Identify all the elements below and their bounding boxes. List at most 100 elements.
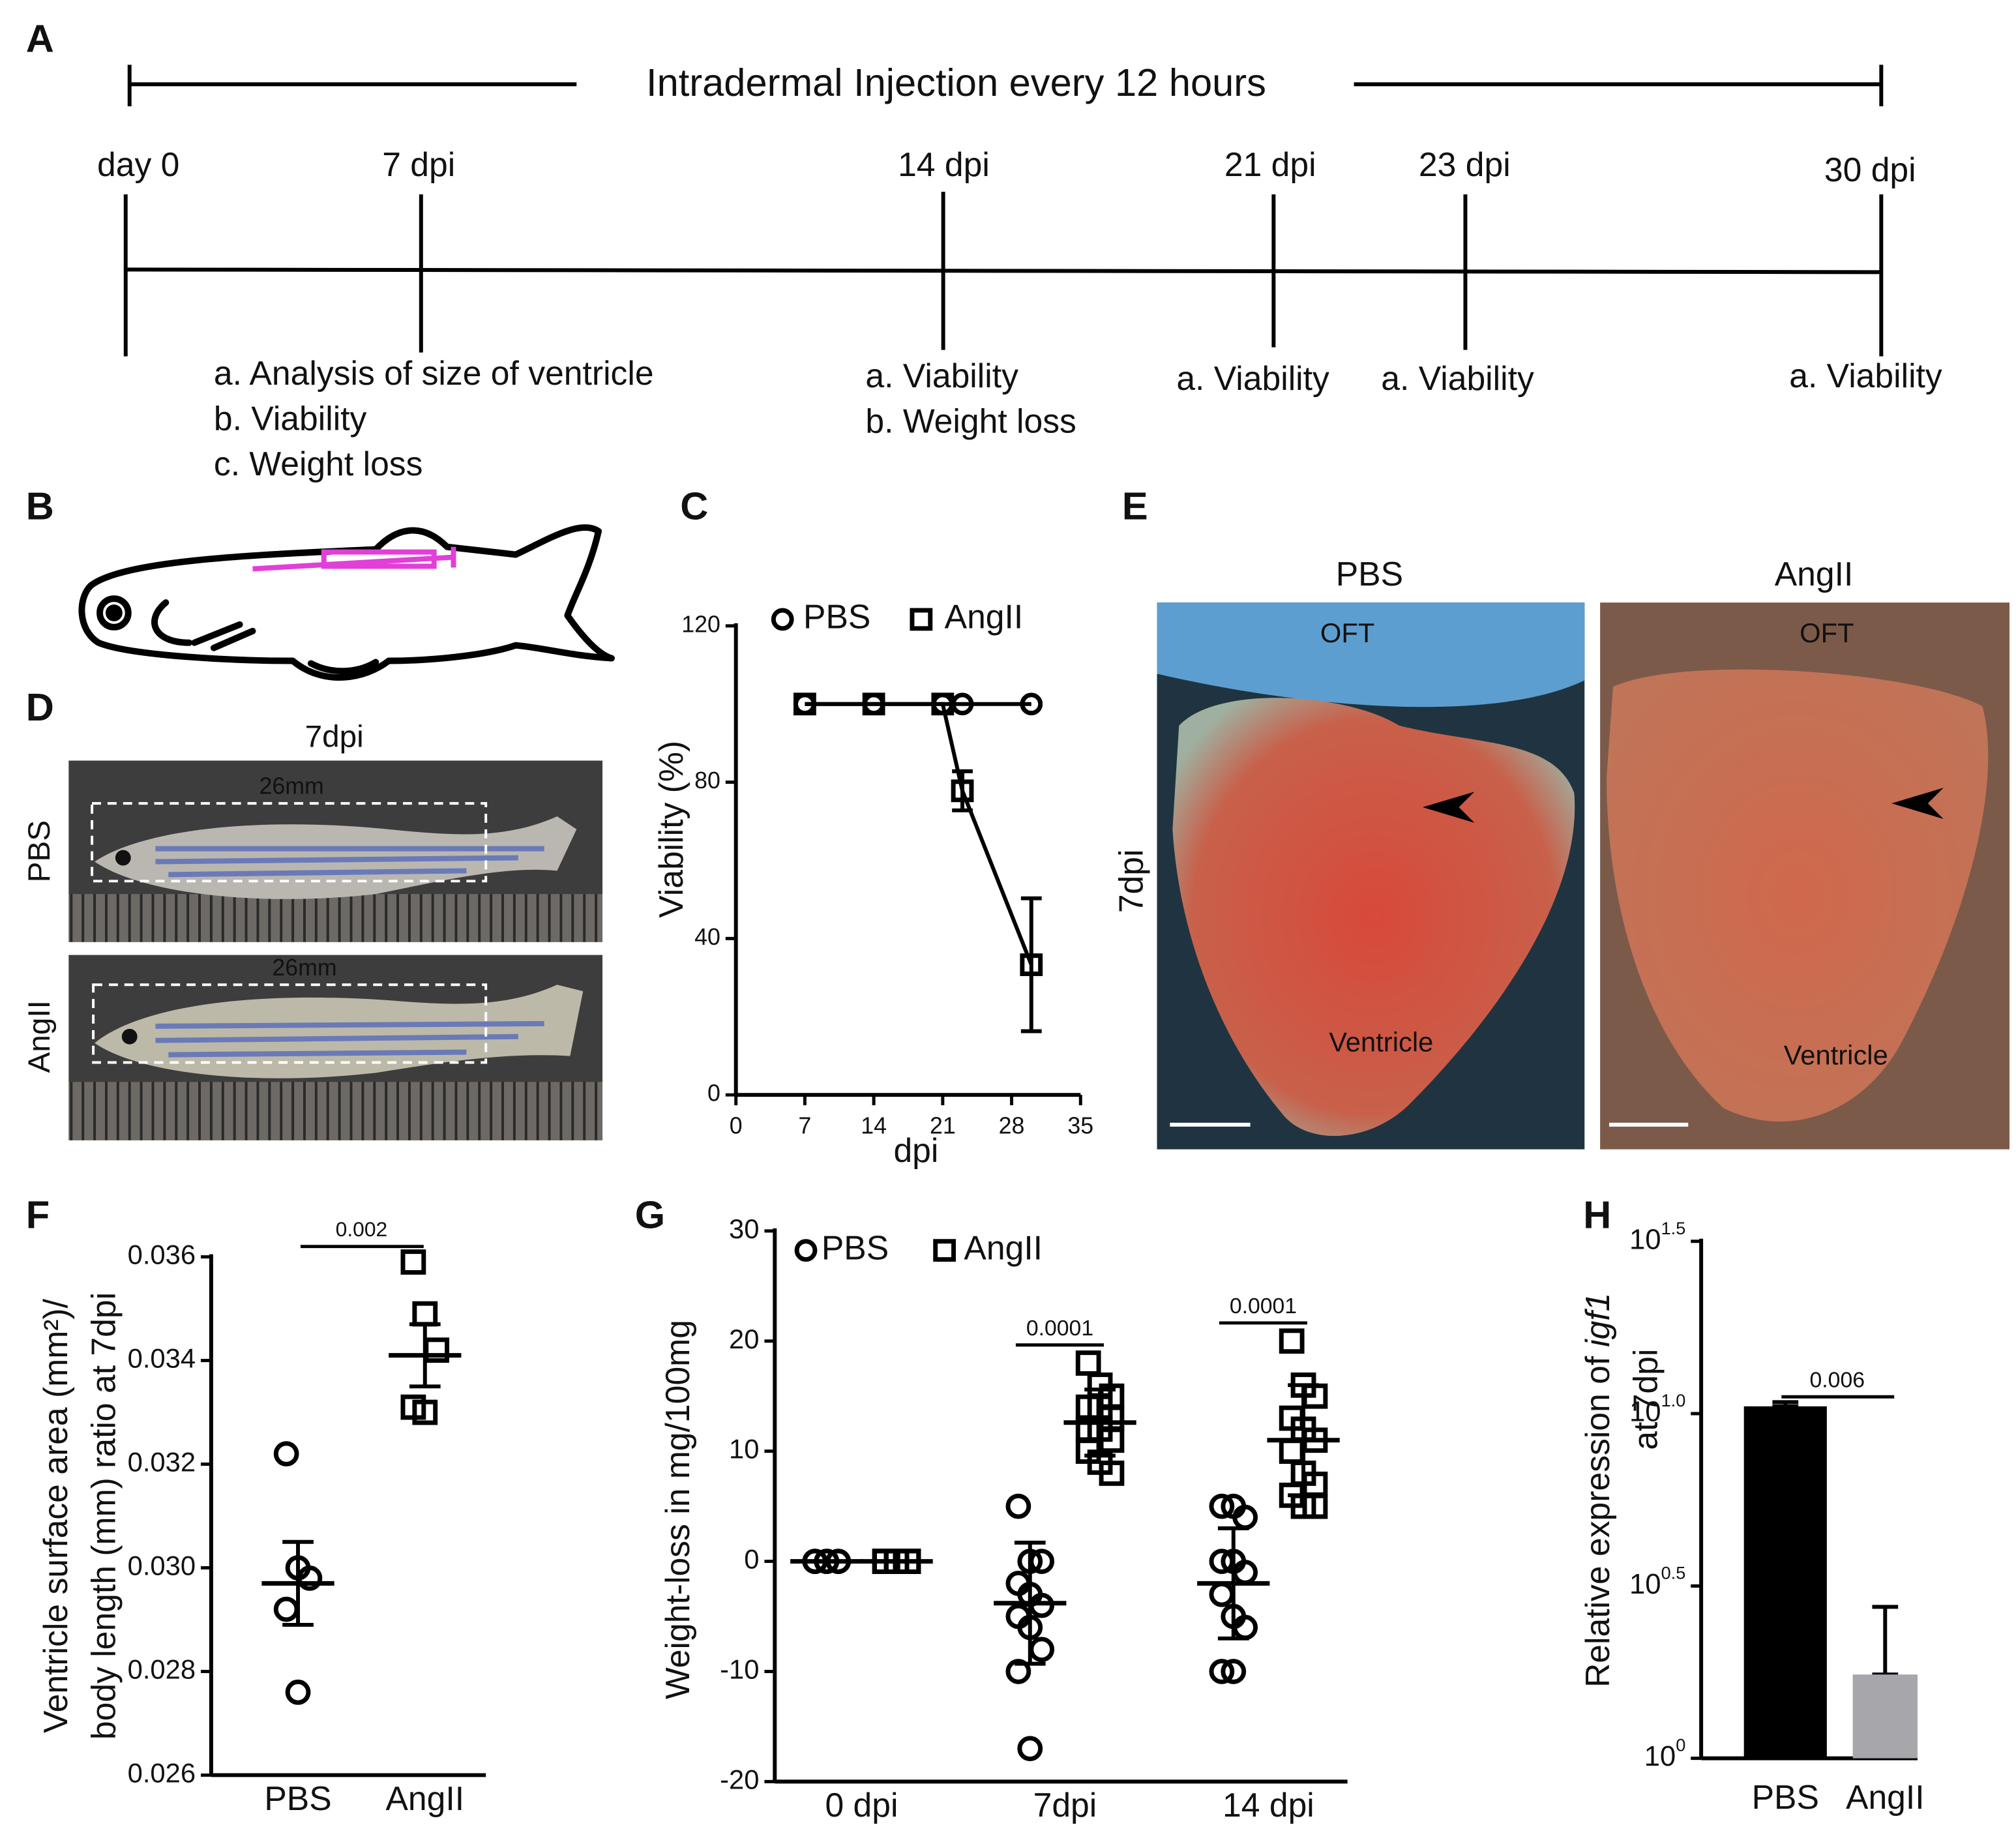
marker xyxy=(1075,1350,1101,1376)
timeline-note: a. Viability xyxy=(1176,359,1329,397)
y-tick-label: 0.028 xyxy=(128,1654,196,1684)
timeline-note: a. Viability xyxy=(1789,357,1942,394)
legend-label: AngII xyxy=(945,598,1024,636)
x-tick-label: 7 xyxy=(798,1112,811,1138)
y-tick-label: 0.034 xyxy=(128,1343,196,1374)
region-label: OFT xyxy=(1320,617,1374,648)
x-tick-label: 14 dpi xyxy=(1223,1786,1314,1824)
y-axis-label: at 7dpi xyxy=(1626,1349,1664,1450)
bar xyxy=(1852,1674,1918,1759)
y-tick-label: 0.036 xyxy=(128,1240,196,1270)
marker xyxy=(412,1301,438,1327)
y-tick-label: 0.030 xyxy=(128,1551,196,1581)
timeline-label: 7 dpi xyxy=(382,145,455,183)
y-tick-label: 120 xyxy=(681,611,720,637)
panel-letter: A xyxy=(26,16,54,60)
y-tick-label: 20 xyxy=(729,1324,759,1354)
series-line xyxy=(805,702,1033,966)
y-tick-label: 0.032 xyxy=(128,1447,196,1478)
y-tick-exponent: 0 xyxy=(1676,1735,1685,1755)
marker xyxy=(1017,1736,1043,1762)
y-tick-label: 0.026 xyxy=(128,1757,196,1788)
region-label: Ventricle xyxy=(1784,1040,1888,1071)
photo-row-label: PBS xyxy=(22,820,57,882)
scale-label: 26mm xyxy=(259,773,323,799)
photo-title: 7dpi xyxy=(305,719,364,754)
marker xyxy=(933,1239,956,1262)
y-tick-label: 100 xyxy=(1644,1735,1686,1772)
marker xyxy=(1029,1637,1055,1663)
photo-row-label: 7dpi xyxy=(1112,849,1149,913)
y-tick-label: -20 xyxy=(720,1764,759,1794)
x-tick-label: 7dpi xyxy=(1033,1786,1097,1824)
marker xyxy=(793,692,816,716)
scale-label: 26mm xyxy=(272,955,336,981)
y-tick-exponent: 0.5 xyxy=(1661,1563,1686,1583)
marker xyxy=(862,692,885,716)
y-tick-label: 101.0 xyxy=(1629,1390,1685,1427)
marker xyxy=(1005,1493,1031,1519)
y-axis-label: Relative expression ofigf1 xyxy=(1579,1293,1616,1687)
timeline-note: a. Analysis of size of ventricle xyxy=(214,354,654,392)
timeline-title: Intradermal Injection every 12 hours xyxy=(646,61,1266,104)
marker xyxy=(771,608,794,631)
panel-letter: F xyxy=(26,1193,50,1237)
timeline-label: day 0 xyxy=(97,145,179,183)
region-label: Ventricle xyxy=(1329,1027,1433,1058)
y-axis-label: body length (mm) ratio at 7dpi xyxy=(85,1292,123,1740)
y-axis-gene: igf1 xyxy=(1579,1293,1616,1347)
y-tick-label: 101.5 xyxy=(1629,1218,1685,1255)
panel-letter: G xyxy=(635,1193,665,1237)
significance-label: 0.0001 xyxy=(1230,1294,1297,1318)
panel-letter: C xyxy=(680,484,708,528)
marker xyxy=(400,1249,426,1275)
marker xyxy=(1279,1328,1305,1354)
timeline-label: 14 dpi xyxy=(898,145,990,183)
title-backdrop xyxy=(580,58,1350,110)
panel-letter: H xyxy=(1583,1193,1611,1237)
bar xyxy=(1743,1406,1827,1759)
marker xyxy=(951,779,974,803)
y-axis-label: Ventricle surface area (mm²)/ xyxy=(37,1298,74,1733)
y-tick-exponent: 1.0 xyxy=(1661,1390,1686,1410)
timeline-label: 23 dpi xyxy=(1419,145,1511,183)
marker xyxy=(1279,1438,1305,1464)
marker xyxy=(1099,1461,1125,1486)
legend-label: AngII xyxy=(964,1228,1043,1266)
timeline-note: b. Viability xyxy=(214,400,367,438)
x-tick-label: AngII xyxy=(1846,1778,1925,1816)
timeline-note: c. Weight loss xyxy=(214,445,423,483)
y-tick-label: 0 xyxy=(744,1544,759,1575)
y-axis-label: Weight-loss in mg/100mg xyxy=(659,1320,696,1699)
timeline-note: b. Weight loss xyxy=(865,402,1076,439)
injection-needle xyxy=(252,546,456,572)
fish-photos xyxy=(68,760,603,1140)
marker xyxy=(1020,953,1043,976)
panel-letter: D xyxy=(26,685,54,729)
x-tick-label: PBS xyxy=(1752,1778,1819,1816)
heart-photos xyxy=(1157,602,2010,1150)
marker xyxy=(273,1596,299,1622)
y-axis-label: Viability (%) xyxy=(652,741,690,918)
x-tick-label: 28 xyxy=(999,1112,1025,1138)
photo-column-label: PBS xyxy=(1336,555,1403,593)
legend-label: PBS xyxy=(803,598,870,636)
panel-letter: E xyxy=(1122,484,1148,528)
marker xyxy=(1020,692,1043,716)
marker xyxy=(794,1239,818,1262)
timeline-label: 30 dpi xyxy=(1824,151,1916,188)
timeline-label: 21 dpi xyxy=(1224,145,1316,183)
y-tick-exponent: 1.5 xyxy=(1661,1218,1686,1238)
x-tick-label: 21 xyxy=(930,1112,956,1138)
x-tick-label: PBS xyxy=(264,1779,331,1817)
x-tick-label: 14 xyxy=(861,1112,887,1138)
marker xyxy=(273,1441,299,1467)
x-tick-label: 0 dpi xyxy=(825,1786,898,1824)
marker xyxy=(931,692,955,716)
timeline-note: a. Viability xyxy=(1381,359,1534,397)
panel-letter: B xyxy=(26,484,54,528)
marker xyxy=(285,1679,311,1705)
y-tick-label: 100.5 xyxy=(1629,1563,1685,1600)
fish-drawing xyxy=(78,524,615,681)
